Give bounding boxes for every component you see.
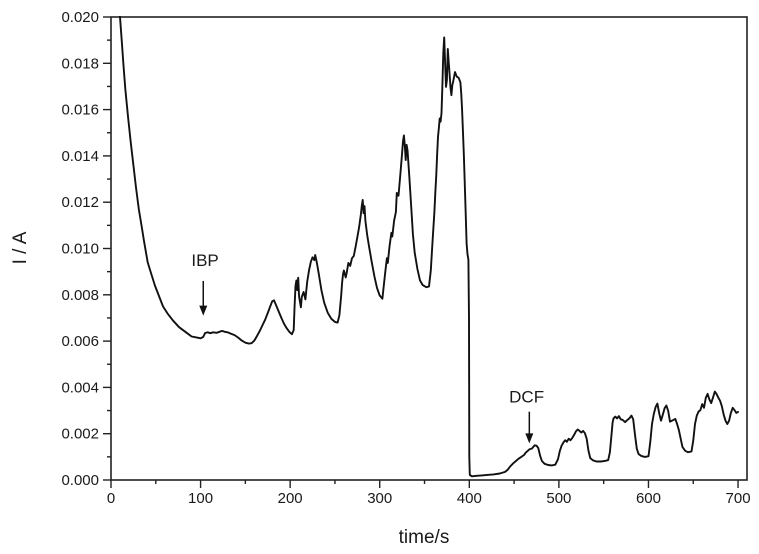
annotation-label-ibp: IBP	[191, 251, 218, 270]
x-axis-title: time/s	[399, 527, 450, 548]
x-tick-label: 600	[636, 490, 661, 507]
y-tick-label: 0.000	[61, 472, 99, 489]
y-tick-label: 0.010	[61, 241, 99, 258]
y-axis-ticks	[103, 16, 111, 481]
y-tick-label: 0.014	[61, 148, 99, 165]
y-tick-label: 0.018	[61, 55, 99, 72]
x-tick-label: 100	[188, 490, 213, 507]
data-trace	[118, 16, 739, 478]
x-tick-label: 0	[107, 490, 115, 507]
trace-layer	[118, 16, 739, 478]
y-tick-label: 0.016	[61, 102, 99, 119]
annotation-ibp: IBP	[191, 251, 219, 316]
annotations-layer: IBP DCF	[191, 251, 544, 444]
x-tick-label: 300	[367, 490, 392, 507]
y-tick-label: 0.020	[61, 9, 99, 26]
annotation-arrowhead-dcf	[525, 433, 534, 444]
x-axis-ticks	[110, 480, 739, 488]
axes-layer: 0 100 200 300 400 500 600 700 0.000 0.002 0.004 0.0…	[61, 9, 750, 507]
x-tick-label: 500	[546, 490, 571, 507]
x-tick-label: 200	[278, 490, 303, 507]
y-tick-label: 0.006	[61, 333, 99, 350]
y-tick-label: 0.002	[61, 426, 99, 443]
annotation-label-dcf: DCF	[509, 388, 544, 407]
y-tick-label: 0.008	[61, 287, 99, 304]
x-tick-label: 700	[726, 490, 751, 507]
annotation-arrowhead-ibp	[199, 305, 208, 316]
plot-frame	[110, 16, 748, 481]
y-tick-label: 0.012	[61, 194, 99, 211]
x-tick-label: 400	[457, 490, 482, 507]
annotation-dcf: DCF	[509, 388, 544, 444]
y-tick-label: 0.004	[61, 379, 99, 396]
y-axis-title: I / A	[10, 231, 31, 264]
